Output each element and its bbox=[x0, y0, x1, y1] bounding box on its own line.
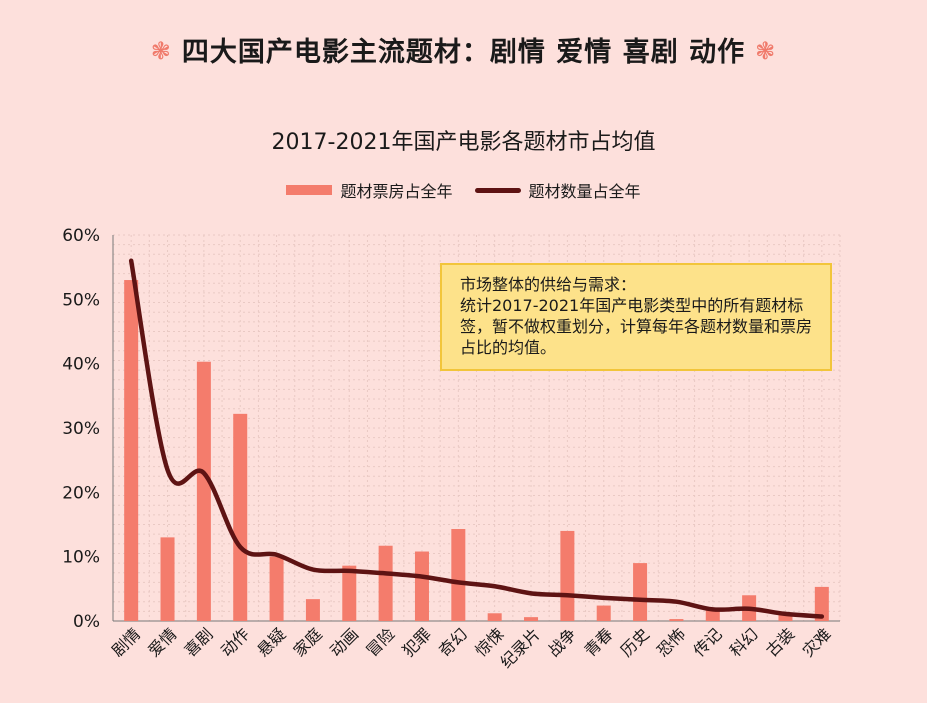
bar-喜剧 bbox=[196, 361, 211, 621]
bar-战争 bbox=[560, 530, 575, 621]
x-tick-label: 爱情 bbox=[144, 624, 180, 660]
y-tick-label: 60% bbox=[62, 226, 100, 246]
legend-label-box-office: 题材票房占全年 bbox=[340, 182, 453, 201]
bar-冒险 bbox=[378, 545, 393, 621]
legend-label-count: 题材数量占全年 bbox=[528, 182, 641, 201]
y-tick-label: 10% bbox=[62, 548, 100, 568]
x-tick-label: 悬疑 bbox=[253, 624, 289, 660]
page-header: ❃ 四大国产电影主流题材：剧情 爱情 喜剧 动作 ❃ bbox=[0, 30, 927, 69]
flower-left-icon: ❃ bbox=[150, 37, 172, 65]
x-tick-label: 古装 bbox=[762, 624, 798, 660]
x-tick-label: 冒险 bbox=[362, 624, 398, 660]
x-tick-label: 剧情 bbox=[108, 624, 144, 660]
bar-悬疑 bbox=[269, 556, 284, 621]
bar-灾难 bbox=[814, 586, 829, 621]
legend-item-box-office: 题材票房占全年 bbox=[286, 178, 453, 202]
y-tick-label: 40% bbox=[62, 355, 100, 375]
bar-古装 bbox=[778, 614, 793, 621]
flower-right-icon: ❃ bbox=[755, 37, 777, 65]
series-line-count bbox=[128, 258, 825, 619]
page-title: 四大国产电影主流题材：剧情 爱情 喜剧 动作 bbox=[181, 37, 746, 68]
x-tick-label: 动作 bbox=[217, 624, 253, 660]
annotation-heading: 市场整体的供给与需求： bbox=[460, 275, 637, 294]
x-tick-label: 家庭 bbox=[290, 624, 326, 660]
x-tick-label: 喜剧 bbox=[181, 624, 217, 660]
bar-动画 bbox=[342, 565, 357, 621]
x-tick-label: 灾难 bbox=[799, 624, 835, 660]
x-tick-label: 纪录片 bbox=[496, 624, 543, 671]
x-tick-label: 动画 bbox=[326, 624, 362, 660]
y-tick-label: 30% bbox=[62, 419, 100, 439]
bar-惊悚 bbox=[487, 613, 502, 621]
bar-纪录片 bbox=[524, 617, 539, 621]
x-tick-label: 科幻 bbox=[726, 624, 762, 660]
chart-legend: 题材票房占全年 题材数量占全年 bbox=[0, 178, 927, 202]
bar-犯罪 bbox=[414, 551, 429, 621]
bar-历史 bbox=[633, 563, 648, 621]
y-tick-label: 0% bbox=[73, 612, 100, 632]
bar-传记 bbox=[705, 609, 720, 621]
y-tick-label: 50% bbox=[62, 290, 100, 310]
x-tick-label: 恐怖 bbox=[653, 624, 689, 660]
x-tick-label: 青春 bbox=[580, 624, 616, 660]
annotation-box: 市场整体的供给与需求： 统计2017-2021年国产电影类型中的所有题材标签，暂… bbox=[440, 263, 832, 371]
y-tick-label: 20% bbox=[62, 483, 100, 503]
bar-动作 bbox=[233, 413, 248, 621]
x-tick-label: 历史 bbox=[617, 624, 653, 660]
bar-家庭 bbox=[305, 599, 320, 621]
chart-title: 2017-2021年国产电影各题材市占均值 bbox=[271, 130, 656, 155]
legend-line-swatch bbox=[474, 187, 521, 193]
x-tick-label: 犯罪 bbox=[399, 624, 435, 660]
bar-爱情 bbox=[160, 537, 175, 621]
x-tick-label: 战争 bbox=[544, 624, 580, 660]
x-tick-label: 传记 bbox=[690, 624, 726, 660]
bar-恐怖 bbox=[669, 619, 684, 621]
legend-bar-swatch bbox=[286, 185, 333, 195]
annotation-body: 统计2017-2021年国产电影类型中的所有题材标签，暂不做权重划分，计算每年各… bbox=[460, 296, 813, 357]
legend-item-count: 题材数量占全年 bbox=[474, 178, 641, 202]
x-tick-label: 奇幻 bbox=[435, 624, 471, 660]
bar-青春 bbox=[596, 605, 611, 621]
bar-剧情 bbox=[124, 280, 139, 621]
bar-奇幻 bbox=[451, 529, 466, 621]
